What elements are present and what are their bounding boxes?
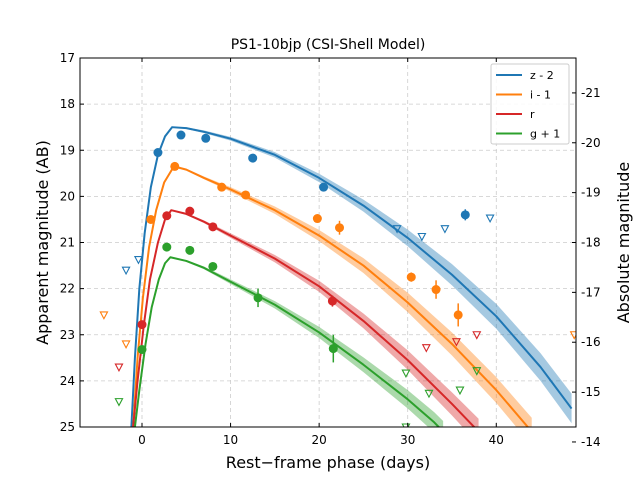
observations [99,130,576,427]
detection-point [170,161,180,171]
upper-limit-marker [121,266,131,276]
y-tick-label: 23 [60,328,75,342]
upper-limit-marker [440,225,450,234]
detection-point [406,272,416,282]
upper-limit-marker [114,398,124,407]
y-axis-label: Apparent magnitude (AB) [33,140,52,345]
detection-point [460,210,470,220]
upper-limit-marker [401,369,411,379]
detection-point [201,133,211,143]
upper-limit-marker [485,214,495,224]
x-axis-label: Rest−frame phase (days) [226,453,430,472]
detection-point [431,285,441,295]
y-right-tick-label: -18 [581,236,601,250]
legend-label: r [530,108,535,121]
model-band [133,210,479,427]
upper-limit-marker [455,386,465,396]
model-curve [133,256,441,427]
y-right-tick-label: -15 [581,385,601,399]
upper-limit-marker [392,225,402,234]
detection-point [312,214,322,224]
detection-point [146,214,156,224]
detection-point [153,148,163,158]
upper-limit-marker [472,367,482,376]
detection-point [328,344,338,354]
axis-ticks: 0 10 20 30 40 17 18 19 20 21 22 23 24 25 -14 -15 -16 -17 -… [60,51,601,449]
y-tick-label: 25 [60,420,75,434]
model-curves [130,126,573,427]
x-tick-label: 40 [489,433,504,447]
y-tick-label: 21 [60,236,75,250]
legend-label: i - 1 [530,89,551,102]
detection-point [253,293,263,303]
y-tick-label: 18 [60,97,75,111]
legend-box [490,63,570,145]
detection-point [137,345,147,355]
detection-point [453,310,463,320]
detection-point [335,223,345,233]
y-tick-label: 19 [60,143,75,157]
upper-limit-marker [133,256,143,265]
model-curve [130,126,573,427]
x-tick-label: 30 [400,433,415,447]
upper-limit-marker [424,389,434,399]
y-tick-label: 24 [60,374,75,388]
detection-point [248,153,258,163]
detection-point [208,222,218,232]
y-tick-label: 22 [60,282,75,296]
y-tick-label: 17 [60,51,75,65]
x-tick-label: 0 [138,433,146,447]
y-axis-right-label: Absolute magnitude [614,162,633,324]
y-right-tick-label: -14 [581,435,601,449]
y-right-tick-label: -19 [581,186,601,200]
model-band [134,257,444,427]
y-right-tick-label: -17 [581,285,601,299]
upper-limit-marker [114,363,124,373]
upper-limit-marker [451,338,461,347]
y-right-tick-label: -20 [581,136,601,150]
detection-point [217,182,227,192]
y-right-tick-label: -21 [581,86,601,100]
legend-label: z - 2 [530,69,554,82]
y-tick-label: 20 [60,189,75,203]
model-curve [132,209,476,427]
legend-label: g + 1 [530,128,560,141]
chart-title: PS1-10bjp (CSI-Shell Model) [231,37,426,53]
upper-limit-marker [417,232,427,242]
upper-limit-marker [569,331,576,340]
model-curve [132,165,530,427]
legend: z - 2 i - 1 r g + 1 [490,63,570,145]
detection-point [162,211,172,221]
upper-limit-marker [421,344,431,353]
detection-point [137,320,147,330]
x-tick-label: 10 [223,433,238,447]
upper-limit-marker [121,340,131,349]
model-uncertainty-bands [131,127,572,427]
detection-point [185,206,195,216]
detection-point [176,130,186,140]
detection-point [241,190,251,200]
detection-point [185,245,195,255]
upper-limit-marker [472,331,482,340]
detection-point [162,242,172,252]
upper-limit-marker [401,423,411,427]
detection-point [319,182,329,192]
upper-limit-marker [99,311,109,320]
detection-point [327,296,337,306]
y-right-tick-label: -16 [581,335,601,349]
detection-point [208,261,218,271]
x-tick-label: 20 [312,433,327,447]
